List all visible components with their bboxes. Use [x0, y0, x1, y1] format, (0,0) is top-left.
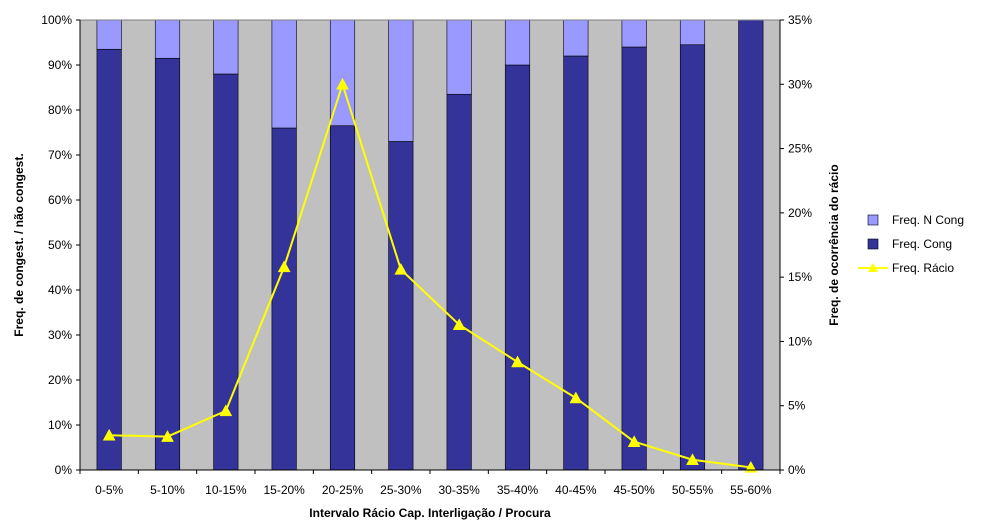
- ratio-marker-10: [686, 453, 699, 465]
- ratio-marker-1: [161, 430, 174, 442]
- x-tick-label-6: 30-35%: [438, 483, 480, 497]
- bar-cong-2: [213, 73, 239, 471]
- x-tick-label-3: 15-20%: [263, 483, 305, 497]
- x-tick-label-5: 25-30%: [380, 483, 422, 497]
- bar-cong-10: [679, 44, 706, 471]
- right-tick-label-3: 15%: [788, 270, 812, 284]
- bar-cong-1: [154, 57, 181, 471]
- right-tick-label-0: 0%: [788, 463, 806, 477]
- bar-ncong-6: [446, 19, 472, 95]
- right-tick-label-1: 5%: [788, 399, 806, 413]
- legend-label-1: Freq. Cong: [892, 237, 952, 251]
- left-tick-label-6: 60%: [48, 193, 72, 207]
- ratio-marker-3: [277, 260, 291, 273]
- right-axis-ticks: 0% 5% 10% 15% 20% 25% 30% 35%: [779, 13, 812, 477]
- bars-layer: [79, 19, 781, 471]
- bar-cong-8: [563, 55, 589, 471]
- bar-cong-5: [388, 141, 414, 471]
- bar-ncong-5: [388, 19, 414, 142]
- right-tick-label-7: 35%: [788, 13, 812, 27]
- right-axis-title: Freq. de ocorrência do rácio: [827, 164, 841, 325]
- x-axis-title: Intervalo Rácio Cap. Interligação / Proc…: [309, 506, 551, 520]
- left-tick-label-1: 10%: [48, 418, 72, 432]
- bar-cong-11: [738, 19, 764, 471]
- right-tick-label-5: 25%: [788, 142, 812, 156]
- bar-ncong-7: [504, 19, 531, 66]
- bar-cong-4: [329, 125, 356, 471]
- legend-label-0: Freq. N Cong: [892, 213, 964, 227]
- bar-cong-6: [446, 93, 472, 471]
- bar-ncong-10: [679, 19, 706, 46]
- ratio-marker-4: [336, 77, 349, 90]
- bar-ncong-1: [154, 19, 181, 59]
- left-tick-label-10: 100%: [41, 13, 72, 27]
- bar-ncong-3: [271, 19, 297, 129]
- bar-ncong-9: [621, 19, 647, 48]
- ratio-marker-2: [219, 404, 233, 417]
- bar-cong-0: [96, 48, 122, 471]
- left-axis-title: Freq. de congest. / não congest.: [12, 153, 26, 336]
- bar-ncong-0: [96, 19, 122, 50]
- ratio-marker-7: [511, 355, 524, 368]
- ratio-marker-5: [394, 262, 408, 275]
- x-tick-label-8: 40-45%: [555, 483, 597, 497]
- x-tick-label-1: 5-10%: [150, 483, 185, 497]
- plot-area: [80, 20, 780, 470]
- ratio-line: [109, 80, 751, 469]
- left-tick-label-9: 90%: [48, 58, 72, 72]
- x-tick-label-2: 10-15%: [205, 483, 247, 497]
- x-tick-label-9: 45-50%: [613, 483, 655, 497]
- right-tick-label-2: 10%: [788, 334, 812, 348]
- legend-label-2: Freq. Rácio: [892, 261, 954, 275]
- legend-swatch-0: [867, 214, 879, 226]
- left-tick-label-7: 70%: [48, 148, 72, 162]
- x-tick-label-0: 0-5%: [95, 483, 123, 497]
- x-tick-label-4: 20-25%: [322, 483, 364, 497]
- left-tick-label-3: 30%: [48, 328, 72, 342]
- legend-swatch-1: [867, 238, 879, 250]
- right-tick-label-6: 30%: [788, 77, 812, 91]
- x-tick-label-7: 35-40%: [497, 483, 539, 497]
- x-tick-label-10: 50-55%: [672, 483, 714, 497]
- left-tick-label-4: 40%: [48, 283, 72, 297]
- ratio-line-layer: [102, 77, 758, 473]
- left-tick-label-0: 0%: [55, 463, 73, 477]
- left-tick-label-5: 50%: [48, 238, 72, 252]
- right-tick-label-4: 20%: [788, 206, 812, 220]
- ratio-marker-8: [569, 391, 583, 404]
- legend-marker-2: [868, 263, 878, 272]
- x-tick-label-11: 55-60%: [730, 483, 772, 497]
- ratio-marker-0: [102, 428, 116, 441]
- ratio-marker-9: [627, 435, 641, 447]
- ratio-marker-6: [452, 318, 466, 330]
- bar-ncong-2: [213, 19, 239, 75]
- left-tick-label-8: 80%: [48, 103, 72, 117]
- bar-cong-9: [621, 46, 647, 471]
- left-axis-ticks: 0% 10% 20% 30% 40% 50% 60% 70% 80% 90% 100%: [41, 13, 81, 477]
- bar-cong-7: [504, 64, 531, 471]
- bar-cong-3: [271, 127, 297, 471]
- legend: Freq. N Cong Freq. Cong Freq. Rácio: [858, 213, 964, 275]
- left-tick-label-2: 20%: [48, 373, 72, 387]
- x-axis-ticks: 0-5% 5-10% 10-15% 15-20% 20-25% 25-30% 30-35% 3…: [79, 469, 781, 497]
- bar-ncong-8: [563, 19, 589, 57]
